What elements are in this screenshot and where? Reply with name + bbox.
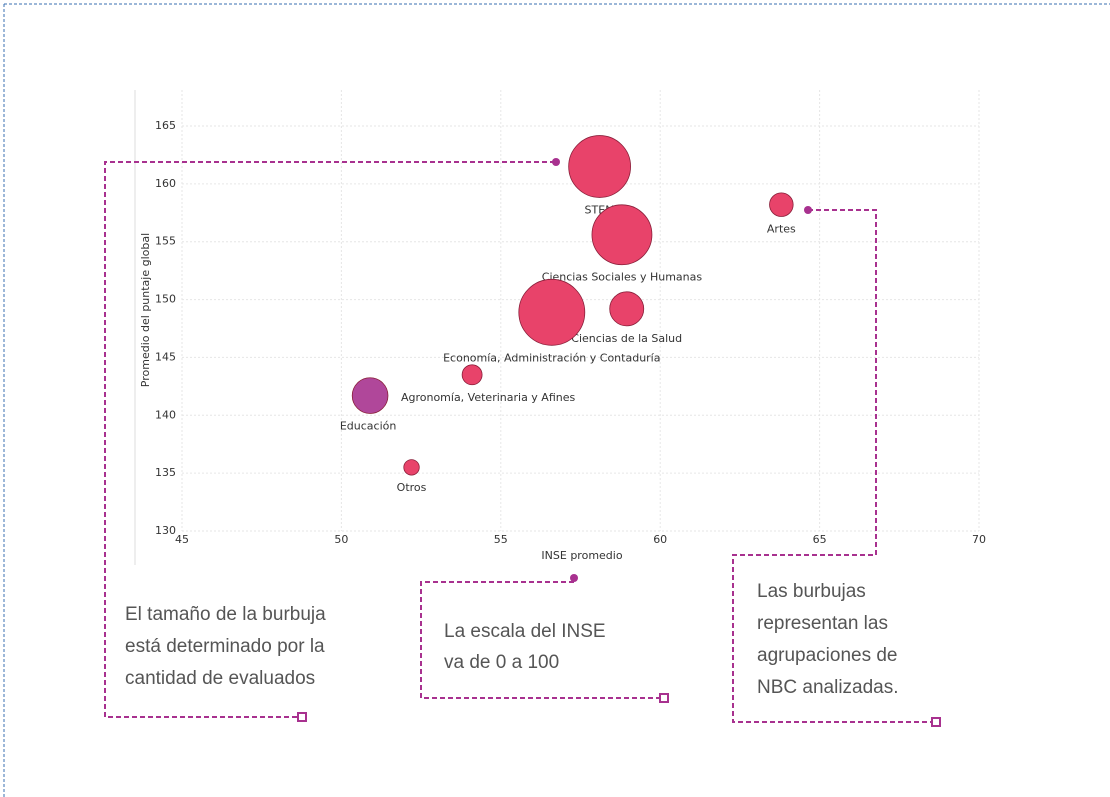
y-tick-label: 130 bbox=[155, 524, 176, 537]
annotation: La escala del INSE bbox=[444, 621, 606, 642]
bubble bbox=[568, 135, 631, 198]
annotation: va de 0 a 100 bbox=[444, 652, 559, 673]
y-axis-label: Promedio del puntaje global bbox=[139, 233, 152, 387]
connector-end bbox=[297, 712, 307, 722]
x-axis-label: INSE promedio bbox=[541, 549, 622, 562]
connector-dot bbox=[570, 574, 578, 582]
bubble bbox=[518, 278, 586, 346]
connector bbox=[104, 161, 555, 718]
x-tick-label: 60 bbox=[653, 533, 667, 546]
y-tick-label: 165 bbox=[155, 119, 176, 132]
annotations: El tamaño de la burbuja está determinado … bbox=[125, 581, 899, 698]
connector-dot bbox=[804, 206, 812, 214]
bubble bbox=[351, 377, 389, 414]
x-tick-label: 45 bbox=[175, 533, 189, 546]
point-label: Ciencias Sociales y Humanas bbox=[542, 271, 703, 284]
point-label: Educación bbox=[340, 419, 397, 432]
x-tick-label: 70 bbox=[972, 533, 986, 546]
bubble bbox=[609, 291, 645, 327]
y-tick-label: 135 bbox=[155, 466, 176, 479]
connector bbox=[732, 209, 932, 723]
plot: 45 50 55 60 65 70130135140145150155160165STEM… bbox=[155, 90, 986, 546]
connector-end bbox=[659, 693, 669, 703]
y-tick-label: 160 bbox=[155, 177, 176, 190]
annotation: El tamaño de la burbuja bbox=[125, 604, 326, 625]
y-tick-label: 140 bbox=[155, 408, 176, 421]
y-tick-label: 155 bbox=[155, 235, 176, 248]
point-label: Agronomía, Veterinaria y Afines bbox=[401, 391, 576, 404]
bubble bbox=[461, 364, 483, 386]
annotation: está determinado por la bbox=[125, 636, 325, 657]
point-label: Otros bbox=[397, 481, 427, 494]
x-tick-label: 50 bbox=[334, 533, 348, 546]
annotation: NBC analizadas. bbox=[757, 677, 899, 698]
connector-end bbox=[931, 717, 941, 727]
annotation: Las burbujas bbox=[757, 581, 866, 602]
x-tick-label: 65 bbox=[813, 533, 827, 546]
bubble bbox=[769, 192, 794, 217]
annotation: representan las bbox=[757, 613, 888, 634]
bubble bbox=[591, 204, 653, 266]
point-label: Ciencias de la Salud bbox=[571, 332, 682, 345]
x-tick-label: 55 bbox=[494, 533, 508, 546]
bubble bbox=[403, 459, 420, 476]
connector-dot bbox=[552, 158, 560, 166]
point-label: Artes bbox=[767, 223, 796, 236]
annotation: cantidad de evaluados bbox=[125, 668, 315, 689]
connector bbox=[420, 581, 660, 699]
annotation: agrupaciones de bbox=[757, 645, 898, 666]
point-label: Economía, Administración y Contaduría bbox=[443, 351, 660, 364]
y-tick-label: 150 bbox=[155, 293, 176, 306]
y-tick-label: 145 bbox=[155, 350, 176, 363]
